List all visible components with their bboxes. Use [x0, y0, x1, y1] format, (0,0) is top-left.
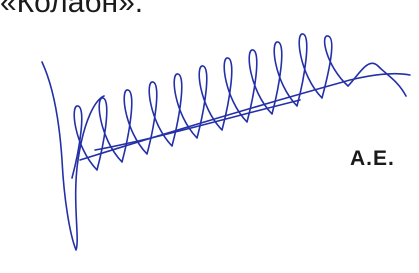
signatory-name: А.Е.	[350, 147, 395, 171]
signature	[0, 0, 419, 273]
document-page: «Колабн». А.Е. (() => { const data = JSO…	[0, 0, 419, 273]
